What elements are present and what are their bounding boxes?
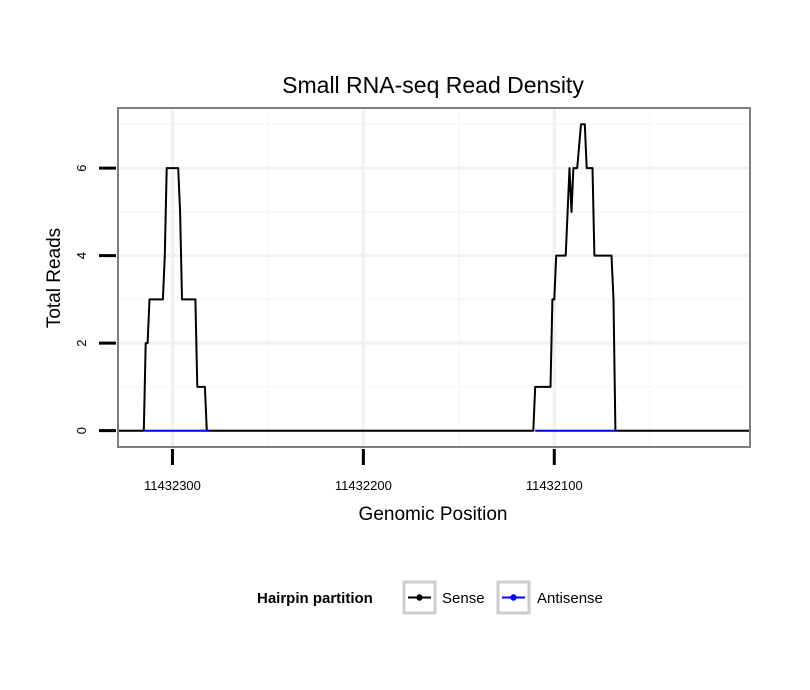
major-gridlines xyxy=(119,109,749,446)
series-layer xyxy=(119,123,749,432)
x-tick-label: 11432300 xyxy=(144,478,201,493)
legend-label-sense: Sense xyxy=(442,590,485,607)
x-axis-title: Genomic Position xyxy=(359,504,508,525)
chart-title: Small RNA-seq Read Density xyxy=(282,72,584,98)
x-tick-label: 11432100 xyxy=(526,478,583,493)
y-axis-title: Total Reads xyxy=(44,228,65,328)
y-tick-label: 4 xyxy=(74,252,89,259)
legend: Hairpin partition Sense Antisense xyxy=(257,580,603,615)
y-tick-label: 0 xyxy=(74,427,89,434)
legend-item-sense: Sense xyxy=(402,580,485,615)
x-tick-label: 11432200 xyxy=(335,478,392,493)
axis-ticks: 11432300 11432200 11432100 0 2 4 6 xyxy=(74,164,583,493)
y-tick-label: 2 xyxy=(74,339,89,346)
plot-panel-border xyxy=(117,107,751,448)
legend-item-antisense: Antisense xyxy=(496,580,603,615)
legend-title: Hairpin partition xyxy=(257,590,373,607)
legend-marker-antisense xyxy=(510,594,517,601)
legend-label-antisense: Antisense xyxy=(537,590,603,607)
series-line-sense xyxy=(119,123,749,432)
legend-marker-sense xyxy=(416,594,423,601)
y-tick-label: 6 xyxy=(74,164,89,171)
minor-gridlines xyxy=(119,109,749,446)
